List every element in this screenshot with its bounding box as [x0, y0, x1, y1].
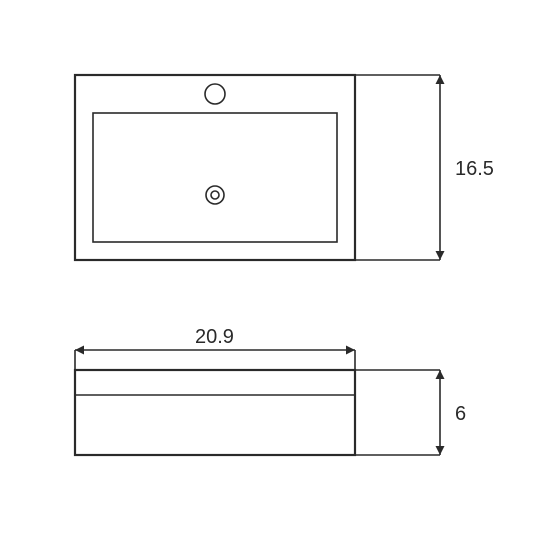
drain-outer-icon	[206, 186, 224, 204]
faucet-hole-icon	[205, 84, 225, 104]
dim-label-height-front: 6	[455, 403, 466, 425]
dim-label-width: 20.9	[195, 326, 234, 348]
drain-inner-icon	[211, 191, 219, 199]
top-view-basin	[93, 113, 337, 242]
arrowhead	[436, 251, 445, 260]
arrowhead	[436, 75, 445, 84]
arrowhead	[346, 346, 355, 355]
technical-drawing: 16.5 20.9 6	[0, 0, 550, 550]
arrowhead	[436, 370, 445, 379]
front-view-outer	[75, 370, 355, 455]
top-view-outer	[75, 75, 355, 260]
arrowhead	[75, 346, 84, 355]
dim-label-height-top: 16.5	[455, 158, 494, 180]
arrowhead	[436, 446, 445, 455]
